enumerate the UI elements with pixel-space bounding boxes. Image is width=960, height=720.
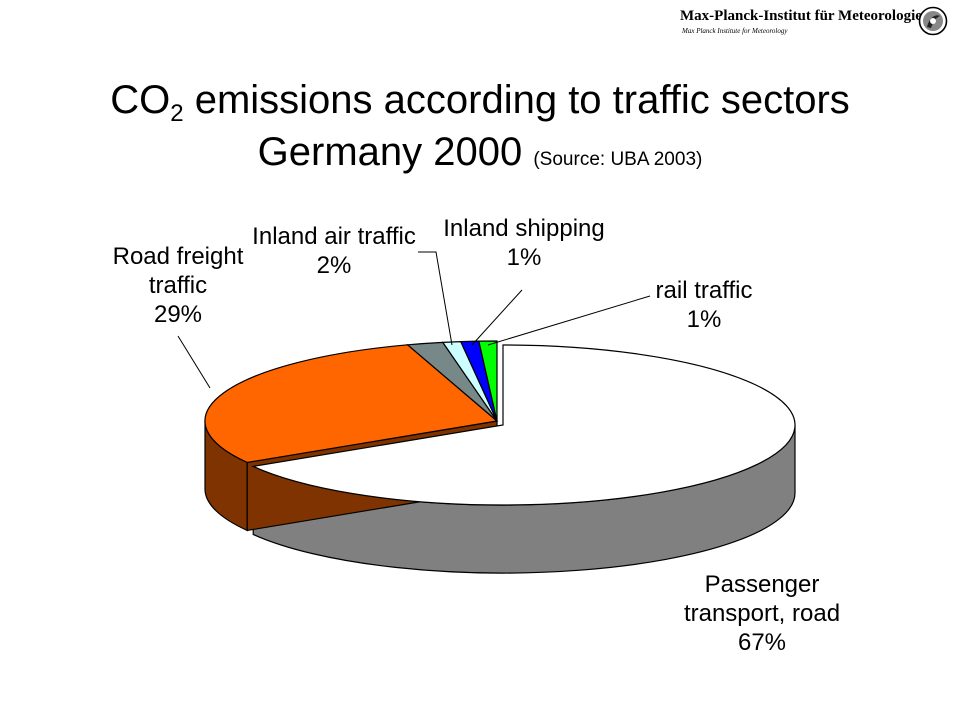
slice-name-label: transport, road <box>684 600 840 627</box>
leader-line <box>487 295 651 346</box>
pie-slice <box>478 340 498 422</box>
slice-value-label: 1% <box>687 306 722 333</box>
title-prefix: CO <box>110 78 171 122</box>
slice-name-label: Passenger <box>705 571 820 598</box>
slice-value-label: 29% <box>154 301 202 328</box>
title-subscript: 2 <box>170 100 184 127</box>
slice-name-label: traffic <box>149 272 207 299</box>
chart-title: CO2 emissions according to traffic secto… <box>0 76 960 184</box>
title-source: (Source: UBA 2003) <box>533 149 703 170</box>
slice-value-label: 67% <box>738 629 786 656</box>
org-subtitle: Max Planck Institute for Meteorology <box>682 27 788 35</box>
leader-line <box>418 251 453 346</box>
slice-value-label: 1% <box>507 244 542 271</box>
header-logo: Max-Planck-Institut für Meteorologie Max… <box>680 6 950 42</box>
slice-name-label: Inland shipping <box>443 215 604 242</box>
pie-slice <box>251 344 796 506</box>
title-line-1: CO2 emissions according to traffic secto… <box>0 76 960 127</box>
leader-line <box>471 289 523 346</box>
slice-value-label: 2% <box>317 252 352 279</box>
slice-name-label: Inland air traffic <box>252 223 416 250</box>
leader-line <box>177 335 211 389</box>
title-line-2: Germany 2000 (Source: UBA 2003) <box>0 128 960 184</box>
org-name: Max-Planck-Institut für Meteorologie <box>680 8 922 24</box>
slice-name-label: Road freight <box>113 243 244 270</box>
title-main: emissions according to traffic sectors <box>183 78 850 122</box>
title-country-year: Germany 2000 <box>257 130 523 174</box>
pie-slice <box>204 344 499 464</box>
mpi-logo-icon <box>918 6 948 36</box>
slice-name-label: rail traffic <box>656 277 753 304</box>
pie-tops <box>204 340 796 506</box>
